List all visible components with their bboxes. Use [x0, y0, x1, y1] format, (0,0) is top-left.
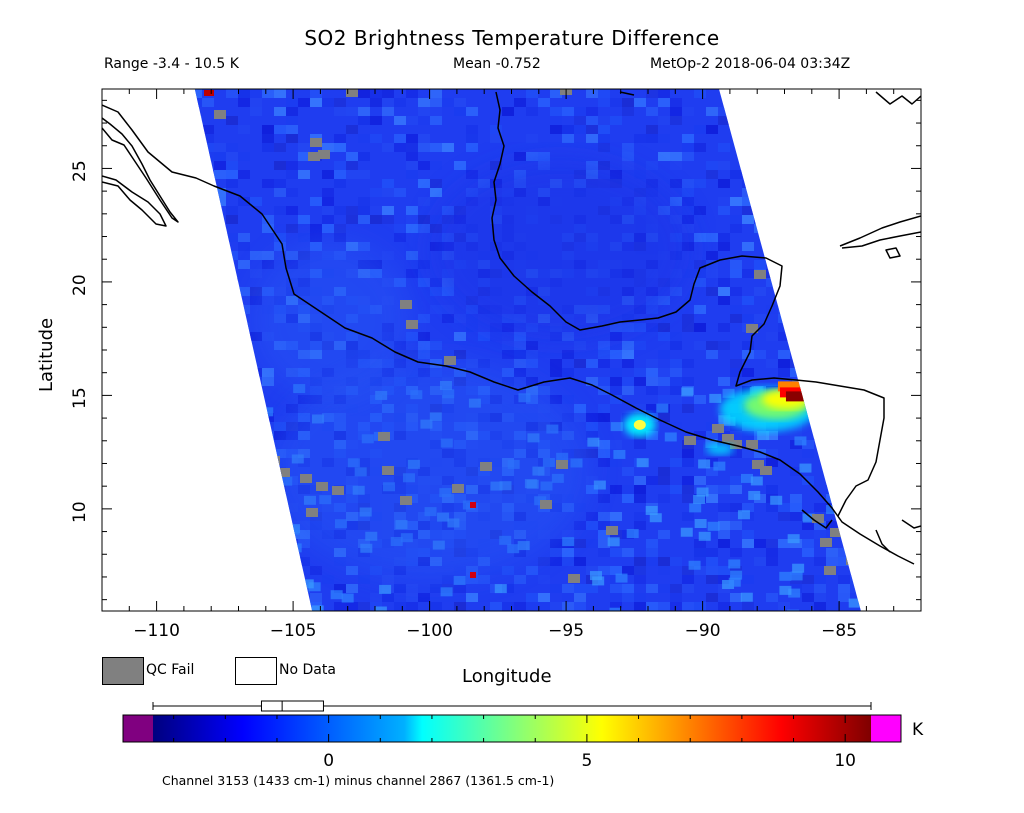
x-tick-label: −95	[548, 621, 585, 641]
colorbar-under-swatch	[123, 715, 153, 742]
x-tick-label: −110	[133, 621, 180, 641]
colorbar-unit: K	[912, 720, 924, 740]
colorbar-gradient	[153, 715, 871, 742]
x-axis-label: Longitude	[462, 666, 552, 687]
y-tick-label: 25	[70, 160, 90, 183]
so2-plume	[623, 381, 816, 455]
colorbar-caption: Channel 3153 (1433 cm-1) minus channel 2…	[162, 773, 555, 788]
instrument-text: MetOp-2 2018-06-04 03:34Z	[650, 56, 851, 72]
y-axis-label: Latitude	[36, 317, 57, 392]
colorbar-tick-label: 5	[581, 751, 593, 771]
range-text: Range -3.4 - 10.5 K	[104, 56, 239, 72]
x-tick-label: −105	[269, 621, 317, 641]
y-tick-label: 20	[70, 274, 90, 296]
x-tick-label: −100	[406, 621, 453, 641]
no-data-label: No Data	[279, 662, 336, 678]
mean-text: Mean -0.752	[453, 56, 541, 72]
colorbar-tick-label: 0	[323, 751, 335, 771]
qc-fail-label: QC Fail	[146, 662, 195, 678]
coastlines	[102, 91, 921, 565]
colorbar-ticks	[173, 715, 846, 742]
y-tick-label: 15	[70, 387, 90, 410]
x-tick-label: −90	[684, 621, 721, 641]
qc-fail-swatch	[102, 657, 144, 685]
colorbar	[122, 714, 902, 743]
x-tick-label: −85	[821, 621, 858, 641]
colorbar-over-swatch	[871, 715, 901, 742]
distribution-boxplot	[152, 700, 872, 712]
colorbar-tick-label: 10	[834, 751, 856, 771]
no-data-swatch	[235, 657, 277, 685]
y-tick-label: 10	[70, 501, 90, 523]
chart-title: SO2 Brightness Temperature Difference	[304, 26, 720, 50]
axis-ticks	[101, 89, 922, 611]
